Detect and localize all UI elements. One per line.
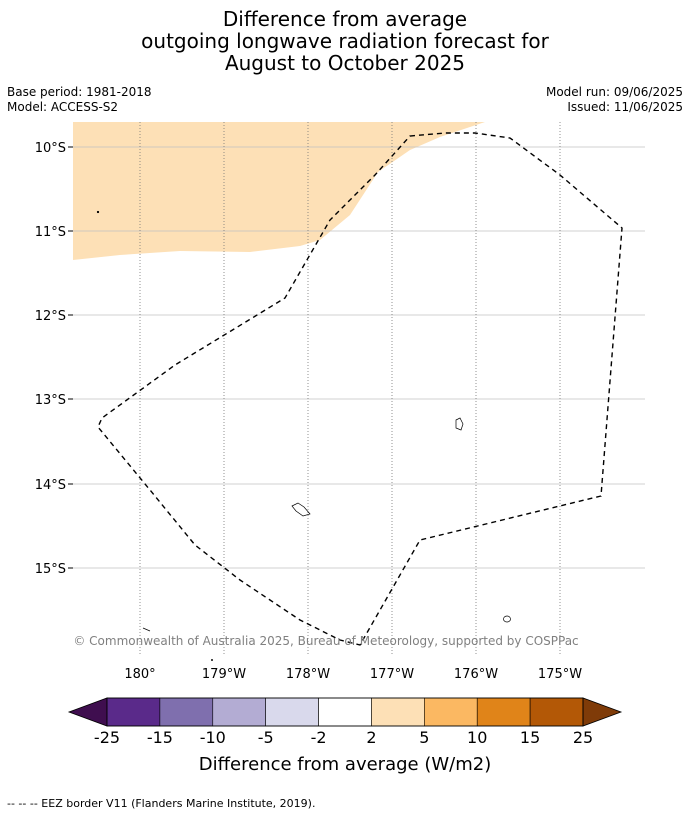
lat-label: 13°S [35, 393, 66, 408]
colorbar-tick-label: -2 [311, 728, 327, 747]
colorbar-segment [371, 697, 425, 727]
meta-right: Model run: 09/06/2025 Issued: 11/06/2025 [546, 85, 683, 115]
colorbar-segment [212, 697, 266, 727]
colorbar-segment [106, 697, 161, 727]
island-6 [211, 659, 213, 661]
colorbar-segment [159, 697, 214, 727]
island-1 [455, 417, 464, 431]
map-area: 10°S 11°S 12°S 13°S 14°S 15°S 180° 179°W… [35, 122, 645, 682]
lon-label: 179°W [202, 667, 246, 682]
lat-label: 10°S [35, 141, 66, 156]
colorbar-segment [529, 697, 584, 727]
eez-border [97, 132, 623, 646]
colorbar-tick-label: 25 [573, 728, 593, 747]
lon-label: 180° [124, 667, 155, 682]
colorbar-tick-label: -5 [258, 728, 274, 747]
colorbar-tick-label: 2 [366, 728, 376, 747]
map-title: Difference from average outgoing longwav… [0, 8, 690, 74]
lat-label: 14°S [35, 478, 66, 493]
lon-gridlines [139, 122, 561, 655]
islands [96, 210, 511, 661]
colorbar-tick-label: 10 [467, 728, 487, 747]
colorbar: -25 -15 -10 -5 -2 2 5 10 15 25 Difference from av… [67, 697, 623, 775]
lon-axis: 180° 179°W 178°W 177°W 176°W 175°W [124, 667, 582, 682]
model-name: Model: ACCESS-S2 [7, 100, 119, 114]
island-3 [503, 615, 511, 623]
title-line-3: August to October 2025 [224, 51, 466, 75]
lon-label: 177°W [370, 667, 414, 682]
title-line-2: outgoing longwave radiation forecast for [141, 29, 549, 53]
lon-label: 175°W [538, 667, 582, 682]
colorbar-label: Difference from average (W/m2) [199, 754, 491, 775]
colorbar-ticks: -25 -15 -10 -5 -2 2 5 10 15 25 [94, 728, 593, 747]
issued-date: Issued: 11/06/2025 [567, 100, 683, 114]
lon-label: 176°W [454, 667, 498, 682]
island-4 [96, 210, 100, 214]
colorbar-segments [106, 697, 584, 727]
island-5 [142, 627, 151, 632]
lat-label: 12°S [35, 309, 66, 324]
colorbar-segment [476, 697, 531, 727]
anomaly-region [73, 122, 485, 260]
colorbar-outline [106, 697, 584, 727]
base-period: Base period: 1981-2018 [7, 85, 152, 99]
colorbar-segment [265, 697, 319, 727]
colorbar-tick-label: -25 [94, 728, 120, 747]
lat-label: 11°S [35, 225, 66, 240]
copyright-text: © Commonwealth of Australia 2025, Bureau… [73, 634, 578, 648]
colorbar-tick-label: -15 [147, 728, 173, 747]
meta-left: Base period: 1981-2018 Model: ACCESS-S2 [7, 85, 152, 115]
island-2 [291, 502, 311, 517]
colorbar-high-arrow [582, 697, 623, 727]
lat-axis: 10°S 11°S 12°S 13°S 14°S 15°S [35, 141, 73, 577]
lat-gridlines [73, 146, 645, 569]
colorbar-tick-label: 15 [520, 728, 540, 747]
lat-label: 15°S [35, 562, 66, 577]
title-line-1: Difference from average [222, 7, 468, 31]
lon-label: 178°W [286, 667, 330, 682]
colorbar-segment [424, 697, 478, 727]
eez-legend: -- -- -- EEZ border V11 (Flanders Marine… [7, 797, 316, 810]
map-figure: 10°S 11°S 12°S 13°S 14°S 15°S 180° 179°W… [35, 122, 645, 775]
model-run: Model run: 09/06/2025 [545, 85, 683, 99]
colorbar-tick-label: -10 [200, 728, 226, 747]
colorbar-tick-label: 5 [419, 728, 429, 747]
colorbar-segment [318, 697, 372, 727]
colorbar-low-arrow [67, 697, 108, 727]
